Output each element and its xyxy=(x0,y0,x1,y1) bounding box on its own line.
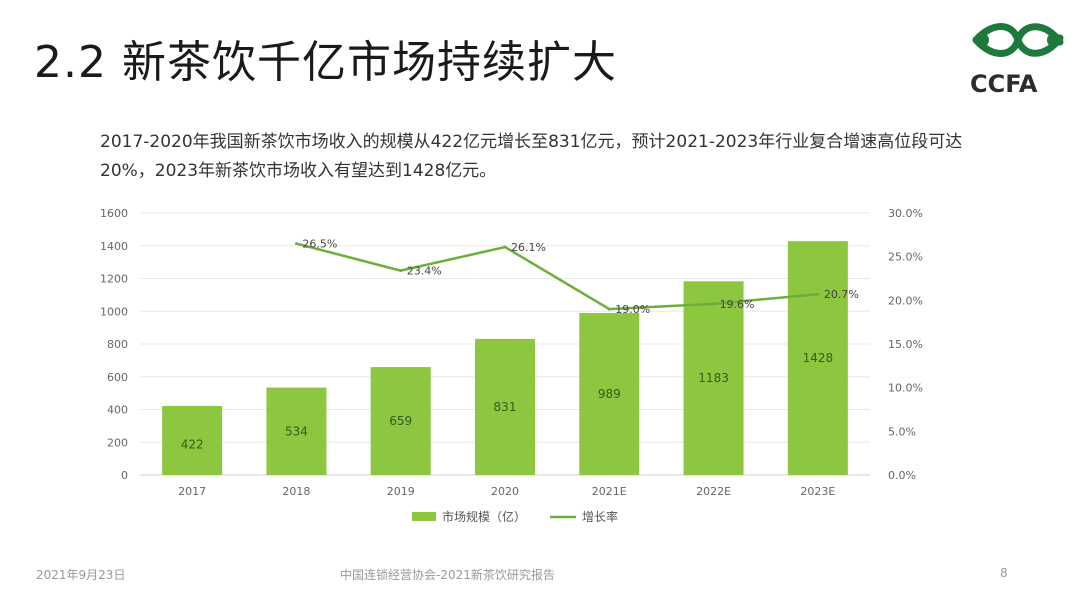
bar xyxy=(162,405,223,475)
ccfa-logo-icon xyxy=(972,23,1064,57)
line-point xyxy=(607,307,611,311)
bar xyxy=(683,281,744,475)
x-tick-label: 2017 xyxy=(178,485,206,498)
y-right-tick-label: 20.0% xyxy=(888,294,923,307)
y-right-tick-label: 15.0% xyxy=(888,338,923,351)
x-tick-label: 2021E xyxy=(592,485,627,498)
line-value-label: 26.5% xyxy=(302,238,337,251)
footer-date: 2021年9月23日 xyxy=(36,568,126,582)
growth-line xyxy=(296,242,818,311)
bar xyxy=(787,241,848,475)
legend-line-label: 增长率 xyxy=(582,509,618,524)
line-value-label: 19.6% xyxy=(720,298,755,311)
y-left-tick-label: 800 xyxy=(107,338,128,351)
y-left-tick-label: 1200 xyxy=(100,273,128,286)
line-value-label: 20.7% xyxy=(824,288,859,301)
legend-bar-label: 市场规模（亿） xyxy=(442,509,526,524)
x-tick-label: 2023E xyxy=(800,485,835,498)
line-value-label: 19.0% xyxy=(615,303,650,316)
y-left-tick-label: 200 xyxy=(107,436,128,449)
y-left-tick-label: 0 xyxy=(121,469,128,482)
bar xyxy=(266,387,327,475)
y-left-tick-label: 600 xyxy=(107,371,128,384)
page-number: 8 xyxy=(1000,566,1008,580)
line-point xyxy=(294,242,298,246)
y-right-tick-label: 25.0% xyxy=(888,251,923,264)
bar-value-label: 1183 xyxy=(698,371,729,385)
bar-value-label: 831 xyxy=(494,400,517,414)
line-point xyxy=(816,292,820,296)
y-left-tick-label: 1400 xyxy=(100,240,128,253)
y-right-tick-label: 0.0% xyxy=(888,469,916,482)
x-tick-label: 2018 xyxy=(282,485,310,498)
y-left-tick-label: 1000 xyxy=(100,305,128,318)
line-point xyxy=(503,245,507,249)
y-right-tick-label: 30.0% xyxy=(888,207,923,220)
bar-value-label: 422 xyxy=(181,437,204,451)
legend-bar-swatch xyxy=(412,512,436,521)
x-tick-label: 2022E xyxy=(696,485,731,498)
y-left-tick-label: 1600 xyxy=(100,207,128,220)
bar xyxy=(370,367,431,475)
bar xyxy=(475,338,535,475)
bar-value-label: 659 xyxy=(389,414,412,428)
footer-source: 中国连锁经营协会-2021新茶饮研究报告 xyxy=(340,568,555,582)
page-title: 2.2 新茶饮千亿市场持续扩大 xyxy=(34,37,617,88)
y-right-tick-label: 5.0% xyxy=(888,425,916,438)
x-tick-label: 2020 xyxy=(491,485,519,498)
bar-value-label: 534 xyxy=(285,424,308,438)
line-point xyxy=(712,302,716,306)
y-right-tick-label: 10.0% xyxy=(888,382,923,395)
subtitle: 2017-2020年我国新茶饮市场收入的规模从422亿元增长至831亿元，预计2… xyxy=(100,132,963,181)
line-point xyxy=(399,269,403,273)
bar-value-label: 1428 xyxy=(803,351,834,365)
x-tick-label: 2019 xyxy=(387,485,415,498)
logo-text: CCFA xyxy=(970,70,1038,98)
line-value-label: 26.1% xyxy=(511,241,546,254)
y-left-tick-label: 400 xyxy=(107,404,128,417)
bar-value-label: 989 xyxy=(598,387,621,401)
bar xyxy=(579,313,640,475)
line-value-label: 23.4% xyxy=(407,265,442,278)
